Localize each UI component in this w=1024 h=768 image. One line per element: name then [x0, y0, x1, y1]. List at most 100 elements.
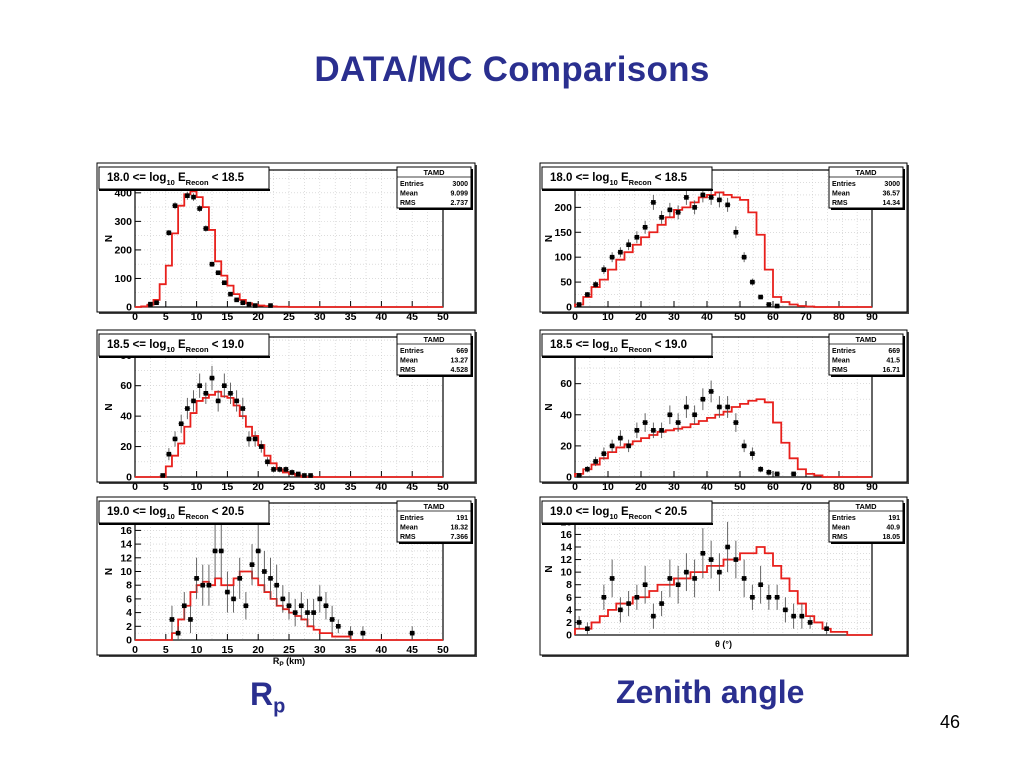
- data-point: [190, 193, 197, 201]
- x-tick-label: 0: [572, 481, 578, 493]
- stats-box-value: 18.05: [882, 534, 900, 541]
- data-point-marker: [750, 279, 755, 285]
- data-point-marker: [292, 610, 298, 615]
- data-point-marker: [807, 620, 813, 625]
- data-point-marker: [252, 436, 258, 442]
- data-point-marker: [166, 230, 172, 236]
- data-point: [239, 300, 246, 306]
- stats-box-frame: [396, 500, 472, 543]
- data-point-marker: [593, 459, 598, 464]
- data-point-marker: [758, 294, 763, 300]
- energy-bin-label-part: 10: [609, 345, 617, 354]
- data-point-marker: [243, 603, 249, 609]
- data-point-marker: [231, 596, 236, 602]
- data-point: [633, 584, 640, 610]
- data-point-marker: [197, 206, 202, 211]
- stats-box-frame: [828, 166, 904, 209]
- data-point: [159, 473, 166, 478]
- data-point-marker: [684, 195, 689, 200]
- x-tick-label: 20: [252, 481, 264, 493]
- data-point-marker: [585, 292, 590, 297]
- data-point-marker: [191, 398, 196, 404]
- data-point: [749, 278, 756, 286]
- data-point-marker: [725, 202, 730, 208]
- data-point-marker: [200, 582, 206, 588]
- y-tick-label: 16: [120, 525, 132, 537]
- stats-box-value: 16.71: [882, 367, 900, 374]
- data-point-marker: [700, 396, 706, 402]
- data-point: [741, 439, 748, 453]
- x-tick-label: 5: [163, 311, 169, 323]
- data-point-marker: [717, 404, 722, 410]
- data-point: [233, 297, 240, 303]
- x-tick-label: 60: [767, 311, 779, 323]
- data-point: [196, 373, 203, 398]
- data-point-marker: [609, 443, 615, 449]
- data-point-marker: [626, 601, 631, 606]
- data-point: [236, 557, 243, 599]
- stats-box: TAMD Entries 669 Mean 13.27 RMS 4.528: [396, 333, 473, 377]
- energy-bin-label: 19.0 <= log10 ERecon < 20.5: [98, 500, 270, 525]
- energy-bin-label-text: 18.5 <= log10 ERecon < 19.0: [550, 339, 687, 354]
- data-point: [215, 390, 222, 412]
- energy-bin-label-part: 10: [609, 178, 617, 187]
- data-point: [716, 396, 723, 418]
- energy-bin-label-part: < 20.5: [209, 506, 245, 518]
- x-tick-label: 20: [635, 311, 647, 323]
- y-axis-title: N: [104, 235, 115, 242]
- chart-panel-4: 0204060800102030405060708090N18.5 <= log…: [539, 329, 909, 493]
- data-point-marker: [160, 473, 166, 478]
- x-tick-label: 50: [437, 481, 449, 493]
- x-tick-label: 30: [314, 311, 326, 323]
- y-tick-label: 150: [554, 227, 572, 239]
- data-point: [666, 202, 673, 217]
- data-point: [625, 239, 632, 251]
- data-point: [304, 598, 311, 627]
- x-tick-label: 35: [345, 311, 357, 323]
- data-point-marker: [725, 544, 730, 550]
- energy-bin-label: 18.5 <= log10 ERecon < 19.0: [541, 333, 713, 358]
- data-point: [609, 252, 616, 263]
- data-point-marker: [172, 203, 178, 208]
- x-axis-title: θ (°): [715, 639, 732, 649]
- data-point: [276, 466, 283, 473]
- data-point-marker: [576, 473, 582, 478]
- energy-bin-label-part: 10: [166, 178, 174, 187]
- data-point-marker: [783, 607, 788, 613]
- stats-box-key: RMS: [400, 534, 416, 541]
- energy-bin-label-part: 18.0 <= log: [107, 172, 166, 184]
- energy-bin-label-part: 18.5 <= log: [550, 339, 609, 351]
- data-point-marker: [626, 242, 631, 248]
- data-point-marker: [234, 297, 239, 303]
- stats-box-value: 36.57: [882, 191, 900, 198]
- data-point-marker: [725, 404, 730, 410]
- stats-box-key: RMS: [400, 200, 416, 207]
- y-tick-label: 20: [560, 440, 572, 452]
- stats-box-key: Mean: [832, 191, 850, 198]
- data-point: [310, 598, 317, 627]
- data-point-marker: [692, 576, 697, 581]
- data-point: [322, 592, 329, 620]
- stats-box-value: 13.27: [450, 358, 468, 365]
- data-point: [227, 291, 234, 297]
- x-tick-label: 35: [345, 644, 357, 656]
- stats-box-key: Entries: [832, 348, 856, 355]
- data-point-marker: [741, 254, 747, 260]
- data-point-marker: [286, 603, 292, 609]
- data-point: [658, 422, 665, 439]
- x-tick-label: 70: [800, 311, 812, 323]
- y-tick-label: 100: [114, 273, 132, 285]
- data-point: [765, 302, 772, 307]
- data-point: [683, 396, 690, 418]
- x-tick-label: 25: [283, 481, 295, 493]
- data-point-marker: [634, 428, 640, 433]
- data-point: [209, 365, 215, 391]
- stats-box-frame: [396, 333, 472, 376]
- data-point-marker: [178, 421, 184, 427]
- data-point-marker: [206, 582, 212, 588]
- energy-bin-label: 18.0 <= log10 ERecon < 18.5: [541, 166, 713, 191]
- energy-bin-label-part: 10: [166, 345, 174, 354]
- data-point: [147, 301, 154, 307]
- energy-bin-label-part: < 19.0: [209, 339, 245, 351]
